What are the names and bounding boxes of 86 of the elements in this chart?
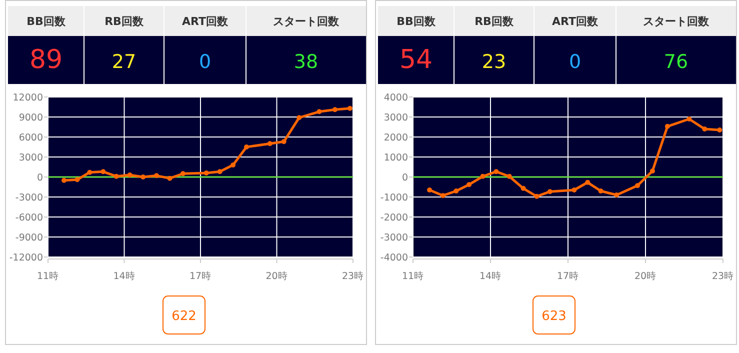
point [62, 178, 67, 183]
y-tick-label: 3000 [384, 112, 408, 124]
text: スタート回数 [273, 15, 340, 28]
text: 54 [399, 45, 433, 75]
text: ART回数 [182, 15, 229, 28]
text: RB回数 [474, 15, 514, 28]
point [702, 126, 708, 132]
point [217, 169, 222, 174]
point [664, 124, 670, 129]
y-tick-label: 0 [36, 172, 43, 184]
y-tick-label: 12000 [12, 92, 43, 104]
y-tick-label: -4000 [380, 252, 408, 264]
point [572, 188, 577, 192]
point [440, 193, 446, 198]
point [598, 188, 604, 194]
point [686, 116, 692, 122]
point [634, 183, 640, 188]
x-tick-label: 14時 [479, 270, 502, 282]
text: ART回数 [552, 15, 599, 28]
point [74, 177, 80, 182]
y-tick-label: 0 [402, 172, 408, 184]
point [585, 180, 590, 185]
text: スタート回数 [643, 15, 710, 28]
text: RB回数 [104, 15, 144, 28]
point [316, 109, 322, 114]
text: 0 [198, 51, 212, 73]
y-tick-label: -3000 [380, 232, 408, 244]
text: 0 [568, 51, 582, 73]
point [614, 192, 620, 198]
point [534, 194, 540, 199]
y-tick-label: -2000 [380, 212, 408, 224]
x-tick-label: 20時 [266, 270, 288, 282]
point [494, 169, 499, 174]
text: BB回数 [26, 15, 66, 28]
point [281, 139, 286, 144]
x-tick-label: 14時 [113, 270, 136, 282]
point [140, 174, 146, 180]
point [427, 188, 432, 192]
text: 23 [482, 51, 506, 73]
y-tick-label: 3000 [18, 152, 43, 164]
point [296, 115, 302, 120]
point [267, 141, 272, 146]
y-tick-label: 6000 [18, 132, 43, 144]
text: 38 [294, 51, 318, 73]
point [480, 174, 486, 179]
text: 623 [542, 309, 566, 324]
point [506, 174, 512, 179]
point [717, 128, 722, 132]
y-tick-label: -3000 [15, 192, 43, 204]
y-tick-label: -6000 [15, 212, 43, 224]
text: 89 [29, 45, 63, 75]
y-tick-label: -12000 [9, 252, 43, 264]
point [454, 188, 459, 194]
y-tick-label: -9000 [15, 232, 43, 244]
point [154, 173, 160, 178]
point [114, 174, 119, 179]
x-tick-label: 20時 [634, 270, 657, 282]
text: 27 [112, 51, 136, 73]
y-tick-label: 9000 [18, 112, 43, 124]
point [230, 162, 236, 168]
point [520, 186, 526, 191]
point [466, 182, 472, 188]
point [100, 169, 106, 174]
text: 622 [172, 309, 196, 324]
x-tick-label: 11時 [36, 270, 60, 282]
point [547, 189, 552, 194]
point [650, 168, 655, 174]
y-tick-label: 2000 [384, 132, 408, 144]
y-tick-label: 1000 [384, 152, 408, 164]
point [332, 107, 338, 112]
text: 76 [664, 51, 688, 73]
x-tick-label: 23時 [342, 270, 364, 282]
point [127, 172, 132, 178]
point [180, 171, 186, 176]
y-tick-label: -1000 [380, 192, 408, 204]
y-tick-label: 4000 [384, 92, 408, 104]
point [244, 144, 250, 150]
point [87, 170, 92, 175]
text: BB回数 [396, 15, 436, 28]
x-tick-label: 17時 [189, 270, 212, 282]
x-tick-label: 11時 [402, 270, 424, 282]
point [347, 106, 352, 111]
x-tick-label: 17時 [556, 270, 580, 282]
point [167, 176, 172, 181]
x-tick-label: 23時 [712, 270, 734, 282]
point [204, 170, 209, 176]
